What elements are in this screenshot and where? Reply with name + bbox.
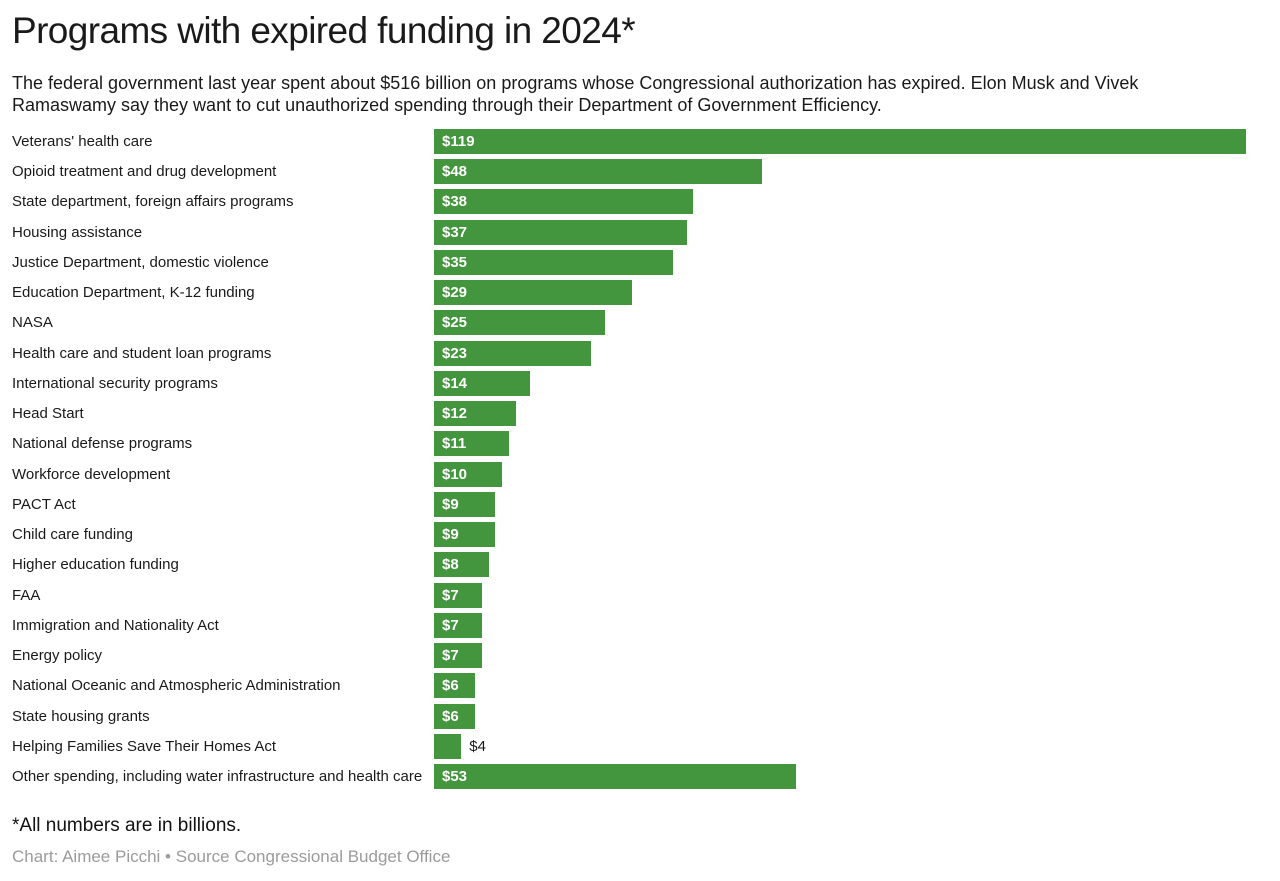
- category-label: Higher education funding: [12, 556, 179, 574]
- value-label: $37: [442, 223, 468, 241]
- footnote: *All numbers are in billions.: [12, 815, 242, 836]
- bar: $29: [434, 280, 632, 306]
- chart-row: Justice Department, domestic violence $3…: [0, 249, 1280, 275]
- category-label: NASA: [12, 314, 53, 332]
- value-label: $10: [442, 465, 468, 483]
- chart-row: Helping Families Save Their Homes Act $4: [0, 733, 1280, 759]
- category-label: State department, foreign affairs progra…: [12, 193, 294, 211]
- chart-row: Education Department, K-12 funding $29: [0, 280, 1280, 306]
- chart-row: Energy policy $7: [0, 643, 1280, 669]
- bar: $9: [434, 491, 496, 517]
- chart-row: Workforce development $10: [0, 461, 1280, 487]
- category-label: PACT Act: [12, 495, 76, 513]
- category-label: Workforce development: [12, 465, 171, 483]
- bar: $10: [434, 461, 503, 487]
- bar: $119: [434, 129, 1246, 154]
- chart-row: State department, foreign affairs progra…: [0, 189, 1280, 215]
- value-label: $12: [442, 405, 468, 423]
- value-label: $6: [442, 677, 459, 695]
- bar: $7: [434, 643, 482, 669]
- chart-row: Other spending, including water infrastr…: [0, 764, 1280, 790]
- category-label: National defense programs: [12, 435, 193, 453]
- bar: $7: [434, 612, 482, 638]
- category-label: Veterans' health care: [12, 133, 153, 150]
- value-label: $4: [469, 737, 486, 755]
- chart-title: Programs with expired funding in 2024*: [12, 10, 636, 51]
- category-label: Health care and student loan programs: [12, 344, 272, 362]
- chart-row: National defense programs $11: [0, 431, 1280, 457]
- bar: $14: [434, 370, 530, 396]
- value-label: $7: [442, 616, 459, 634]
- category-label: Education Department, K-12 funding: [12, 284, 255, 302]
- category-label: Housing assistance: [12, 223, 143, 241]
- category-label: International security programs: [12, 374, 218, 392]
- value-label: $6: [442, 707, 459, 725]
- bar: [434, 733, 462, 759]
- chart-row: Higher education funding $8: [0, 552, 1280, 578]
- value-label: $9: [442, 526, 459, 544]
- value-label: $8: [442, 556, 459, 574]
- chart-row: International security programs $14: [0, 370, 1280, 396]
- chart-row: Veterans' health care $119: [0, 129, 1280, 154]
- bar: $6: [434, 673, 475, 699]
- value-label: $11: [442, 435, 467, 453]
- category-label: Opioid treatment and drug development: [12, 163, 277, 181]
- chart-row: Health care and student loan programs $2…: [0, 340, 1280, 366]
- chart-row: Opioid treatment and drug development $4…: [0, 159, 1280, 185]
- bar: $7: [434, 582, 482, 608]
- bar: $6: [434, 703, 475, 729]
- value-label: $35: [442, 253, 468, 271]
- chart-row: State housing grants $6: [0, 703, 1280, 729]
- value-label: $7: [442, 647, 459, 665]
- category-label: Justice Department, domestic violence: [12, 253, 269, 271]
- category-label: Head Start: [12, 405, 84, 423]
- category-label: Helping Families Save Their Homes Act: [12, 737, 276, 755]
- value-label: $9: [442, 495, 459, 513]
- bar: $25: [434, 310, 605, 336]
- category-label: FAA: [12, 586, 41, 604]
- category-label: Immigration and Nationality Act: [12, 616, 219, 634]
- category-label: Child care funding: [12, 526, 133, 544]
- chart-row: Head Start $12: [0, 401, 1280, 427]
- value-label: $23: [442, 344, 468, 362]
- bar: $35: [434, 249, 673, 275]
- bar: $53: [434, 764, 796, 790]
- chart-row: Housing assistance $37: [0, 219, 1280, 245]
- chart-row: Immigration and Nationality Act $7: [0, 612, 1280, 638]
- bar: $11: [434, 431, 510, 457]
- bar: $23: [434, 340, 591, 366]
- bar: $9: [434, 522, 496, 548]
- value-label: $48: [442, 163, 468, 181]
- value-label: $119: [442, 133, 475, 150]
- category-label: State housing grants: [12, 707, 150, 725]
- value-label: $25: [442, 314, 468, 332]
- chart-row: NASA $25: [0, 310, 1280, 336]
- bar: $12: [434, 401, 516, 427]
- credit-line: Chart: Aimee Picchi • Source Congression…: [12, 847, 451, 866]
- bar: $38: [434, 189, 694, 215]
- value-label: $7: [442, 586, 459, 604]
- value-label: $14: [442, 374, 468, 392]
- value-label: $38: [442, 193, 468, 211]
- chart-row: National Oceanic and Atmospheric Adminis…: [0, 673, 1280, 699]
- bar-chart: Veterans' health care $119 Opioid treatm…: [0, 129, 1280, 791]
- chart-row: PACT Act $9: [0, 491, 1280, 517]
- value-label: $29: [442, 284, 468, 302]
- category-label: Other spending, including water infrastr…: [12, 768, 423, 786]
- bar: $37: [434, 219, 687, 245]
- chart-subtitle: The federal government last year spent a…: [12, 73, 1139, 115]
- bar: $8: [434, 552, 489, 578]
- category-label: National Oceanic and Atmospheric Adminis…: [12, 677, 341, 695]
- chart-row: FAA $7: [0, 582, 1280, 608]
- chart-row: Child care funding $9: [0, 522, 1280, 548]
- bar: $48: [434, 159, 762, 185]
- category-label: Energy policy: [12, 647, 103, 665]
- value-label: $53: [442, 768, 468, 786]
